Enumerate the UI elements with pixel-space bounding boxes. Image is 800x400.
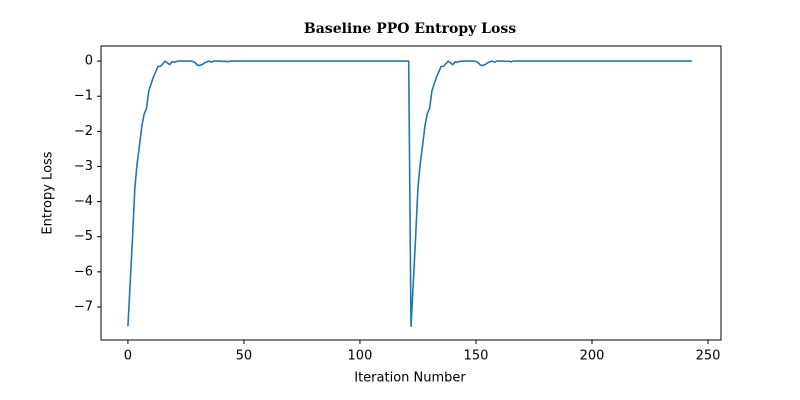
data-line <box>127 60 692 328</box>
x-tick-label: 150 <box>464 349 489 364</box>
y-tick-label: −6 <box>74 264 93 279</box>
y-tick-label: −5 <box>74 229 93 244</box>
x-tick-label: 250 <box>696 349 721 364</box>
y-tick-label: −2 <box>74 124 93 139</box>
y-tick-label: −4 <box>74 194 93 209</box>
x-tick-label: 50 <box>236 349 253 364</box>
x-tick-label: 100 <box>348 349 373 364</box>
y-tick-label: −1 <box>74 89 93 104</box>
plot-frame <box>100 45 722 341</box>
x-tick-label: 0 <box>124 349 132 364</box>
x-tick-label: 200 <box>580 349 605 364</box>
y-tick-label: 0 <box>85 54 93 69</box>
y-tick-label: −7 <box>74 299 93 314</box>
y-tick-label: −3 <box>74 159 93 174</box>
x-axis-label: Iteration Number <box>354 371 466 386</box>
chart-title: Baseline PPO Entropy Loss <box>304 21 516 37</box>
y-axis-label: Entropy Loss <box>41 151 56 234</box>
